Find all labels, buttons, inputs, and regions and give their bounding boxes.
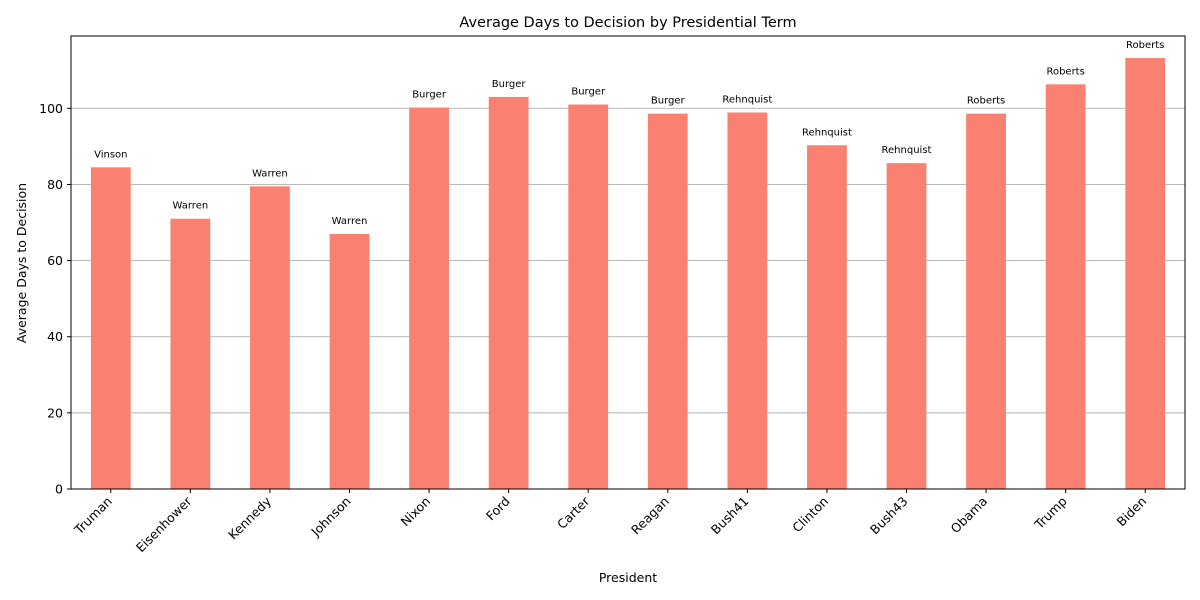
x-tick-label: Biden <box>1114 494 1150 530</box>
y-tick-label: 80 <box>47 177 63 192</box>
bar-annotation: Burger <box>492 79 527 90</box>
bar-bush43 <box>886 163 927 489</box>
bar-clinton <box>807 145 847 490</box>
plot-frame <box>70 35 1186 490</box>
x-tick-label: Trump <box>1031 493 1070 532</box>
bar-annotation: Burger <box>651 96 686 107</box>
bar-obama <box>966 113 1006 490</box>
x-axis-label: President <box>599 570 657 585</box>
bar-johnson <box>329 233 370 489</box>
bar-eisenhower <box>170 218 211 489</box>
y-tick-label: 0 <box>55 482 63 497</box>
bar-annotation: Warren <box>252 168 288 179</box>
grid-layer <box>71 107 1185 414</box>
bar-trump <box>1045 84 1086 490</box>
bar-annotation: Burger <box>412 90 447 101</box>
bar-nixon <box>409 107 449 490</box>
bar-truman <box>90 167 131 489</box>
x-tick-label: Eisenhower <box>133 493 195 555</box>
bar-annotation: Rehnquist <box>802 127 852 138</box>
bar-labels-layer: Vinson Warren Warren Warren Burger Burger Burg… <box>94 40 1164 227</box>
x-tick-label: Carter <box>554 493 593 532</box>
x-tick-label: Bush43 <box>867 494 911 538</box>
y-tick-label: 20 <box>47 405 63 420</box>
bar-annotation: Warren <box>173 201 209 212</box>
y-axis-label: Average Days to Decision <box>14 183 29 343</box>
x-tick-label: Nixon <box>398 494 434 530</box>
bar-annotation: Roberts <box>1046 66 1084 77</box>
bar-ford <box>488 96 529 489</box>
bars-layer <box>90 58 1166 490</box>
bar-annotation: Roberts <box>1126 40 1164 51</box>
y-tick-label: 60 <box>47 253 63 268</box>
x-axis: Truman Eisenhower Kennedy Johnson Nixon Ford C… <box>71 489 1150 555</box>
bar-annotation: Rehnquist <box>722 95 772 106</box>
bar-kennedy <box>250 186 290 489</box>
y-axis: 0 20 40 60 80 100 <box>39 101 71 497</box>
y-tick-label: 40 <box>47 329 63 344</box>
x-tick-label: Obama <box>948 494 991 537</box>
x-tick-label: Truman <box>71 494 115 538</box>
bar-biden <box>1125 58 1166 490</box>
chart-title: Average Days to Decision by Presidential… <box>459 15 796 31</box>
x-tick-label: Kennedy <box>225 493 274 542</box>
bar-carter <box>568 104 609 490</box>
x-tick-label: Johnson <box>307 494 353 540</box>
bar-annotation: Burger <box>571 87 606 98</box>
x-tick-label: Bush41 <box>708 494 752 538</box>
bar-reagan <box>647 113 688 490</box>
bar-annotation: Warren <box>332 216 368 227</box>
x-tick-label: Ford <box>483 494 513 524</box>
bar-annotation: Roberts <box>967 96 1005 107</box>
y-tick-label: 100 <box>39 101 63 116</box>
bar-annotation: Rehnquist <box>882 145 932 156</box>
x-tick-label: Reagan <box>628 494 672 538</box>
bar-annotation: Vinson <box>94 149 127 160</box>
x-tick-label: Clinton <box>789 494 831 536</box>
bar-bush41 <box>727 112 768 489</box>
